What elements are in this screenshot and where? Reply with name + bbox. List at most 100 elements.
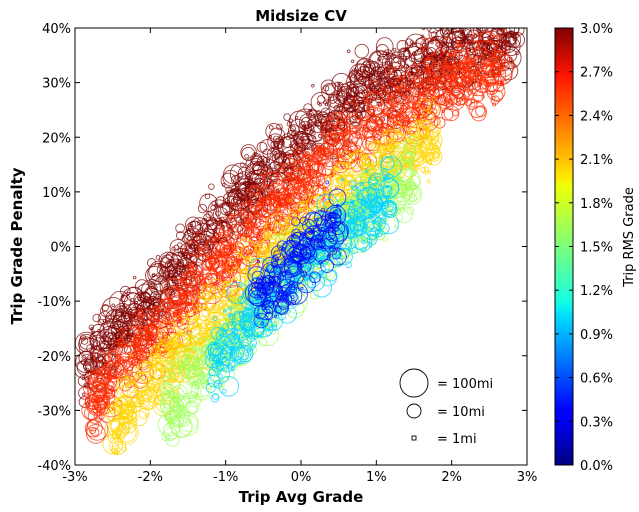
scatter-point bbox=[276, 123, 283, 131]
scatter-point bbox=[377, 64, 396, 83]
scatter-point bbox=[433, 58, 439, 63]
scatter-point bbox=[456, 41, 463, 48]
scatter-point bbox=[411, 42, 416, 46]
scatter-point bbox=[427, 170, 432, 175]
scatter-point bbox=[121, 327, 134, 340]
scatter-point bbox=[346, 49, 351, 54]
scatter-point bbox=[204, 193, 211, 200]
scatter-point bbox=[497, 56, 502, 60]
scatter-point bbox=[359, 66, 366, 73]
scatter-point bbox=[342, 102, 358, 118]
scatter-point bbox=[85, 367, 90, 373]
scatter-point bbox=[423, 170, 427, 175]
scatter-point bbox=[120, 295, 125, 299]
scatter-point bbox=[507, 5, 519, 17]
scatter-point bbox=[491, 89, 504, 103]
scatter-point bbox=[137, 293, 147, 302]
scatter-point bbox=[506, 23, 509, 26]
scatter-point bbox=[214, 234, 236, 256]
scatter-point bbox=[326, 145, 331, 150]
scatter-point bbox=[109, 323, 115, 329]
scatter-point bbox=[285, 171, 290, 176]
scatter-point bbox=[230, 196, 242, 208]
scatter-point bbox=[119, 291, 143, 315]
scatter-point bbox=[180, 272, 194, 287]
scatter-point bbox=[182, 251, 187, 256]
scatter-point bbox=[328, 120, 338, 130]
scatter-point bbox=[157, 277, 161, 281]
scatter-point bbox=[460, 28, 484, 50]
scatter-point bbox=[304, 160, 320, 177]
scatter-point bbox=[223, 309, 227, 313]
scatter-point bbox=[323, 154, 328, 158]
scatter-point bbox=[471, 106, 487, 122]
scatter-point bbox=[482, 63, 489, 69]
scatter-point bbox=[421, 91, 428, 97]
scatter-point bbox=[318, 206, 322, 210]
scatter-point bbox=[206, 223, 211, 228]
scatter-point bbox=[250, 152, 263, 166]
scatter-point bbox=[273, 144, 280, 151]
scatter-point bbox=[354, 43, 370, 59]
scatter-point bbox=[306, 124, 324, 142]
scatter-point bbox=[316, 101, 321, 105]
scatter-point bbox=[90, 427, 100, 437]
scatter-point bbox=[499, 70, 505, 75]
scatter-point bbox=[332, 123, 337, 128]
scatter-point bbox=[367, 80, 382, 95]
scatter-point bbox=[324, 123, 337, 137]
scatter-point bbox=[91, 324, 106, 339]
scatter-point bbox=[278, 136, 283, 141]
scatter-point bbox=[228, 214, 233, 219]
scatter-point bbox=[488, 21, 490, 23]
scatter-point bbox=[78, 386, 92, 400]
scatter-point bbox=[433, 28, 442, 32]
scatter-point bbox=[250, 192, 254, 197]
scatter-point bbox=[90, 345, 96, 351]
scatter-point bbox=[491, 8, 496, 13]
scatter-point bbox=[475, 28, 489, 34]
scatter-point bbox=[208, 183, 215, 190]
scatter-point bbox=[483, 14, 489, 20]
scatter-point bbox=[344, 97, 349, 102]
scatter-point bbox=[113, 389, 118, 393]
scatter-point bbox=[504, 31, 522, 49]
scatter-point bbox=[435, 35, 439, 40]
scatter-point bbox=[502, 28, 506, 31]
scatter-point bbox=[340, 82, 357, 99]
scatter-point bbox=[76, 360, 92, 376]
scatter-point bbox=[93, 345, 98, 350]
scatter-point bbox=[307, 135, 317, 145]
scatter-point bbox=[440, 28, 451, 38]
scatter-point bbox=[426, 78, 430, 82]
scatter-point bbox=[375, 130, 380, 134]
scatter-point bbox=[360, 133, 367, 140]
scatter-point bbox=[358, 117, 368, 126]
scatter-point bbox=[244, 153, 249, 159]
scatter-point bbox=[508, 17, 511, 20]
scatter-point bbox=[104, 368, 112, 376]
scatter-point bbox=[404, 13, 410, 19]
scatter-point bbox=[223, 254, 228, 259]
scatter-point bbox=[192, 261, 204, 273]
scatter-point bbox=[92, 313, 101, 323]
scatter-point bbox=[499, 19, 501, 21]
scatter-point bbox=[403, 115, 408, 120]
scatter-point bbox=[451, 70, 456, 74]
scatter-point bbox=[333, 106, 348, 121]
scatter-point bbox=[92, 399, 109, 416]
scatter-point bbox=[317, 181, 323, 187]
scatter-point bbox=[187, 225, 193, 231]
scatter-point bbox=[106, 317, 110, 322]
scatter-point bbox=[244, 253, 248, 257]
scatter-point bbox=[357, 75, 367, 85]
scatter-point bbox=[93, 372, 97, 376]
scatter-point bbox=[500, 0, 514, 12]
scatter-point bbox=[119, 327, 125, 333]
scatter-point bbox=[86, 418, 109, 441]
scatter-point bbox=[114, 323, 118, 328]
scatter-point bbox=[373, 62, 379, 68]
scatter-point bbox=[504, 4, 508, 8]
scatter-point bbox=[101, 363, 105, 367]
